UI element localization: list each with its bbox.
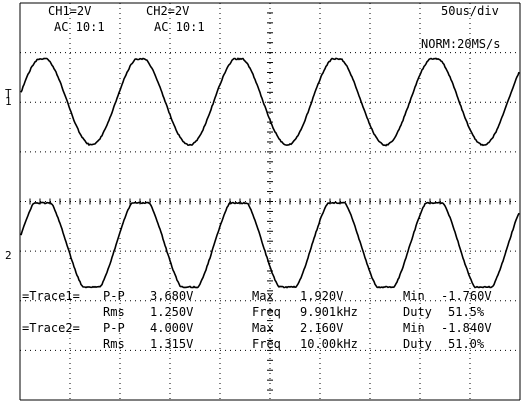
trace1-pp-value: 3.680V [150,289,193,303]
trace2-duty-label: Duty [403,337,432,351]
timebase-readout: 50us/div [441,4,499,18]
trace1-max-value: 1.920V [300,289,343,303]
trace1-min-label: Min [403,289,425,303]
trace1-freq-value: 9.901kHz [300,305,358,319]
trace2-label: =Trace2= [22,321,80,335]
trace2-freq-label: Freq [252,337,281,351]
trace2-max-label: Max [252,321,274,335]
trace2-max-value: 2.160V [300,321,343,335]
trace1-pp-label: P-P [103,289,125,303]
trigger-level-marker: T [5,88,12,99]
trace2-rms-value: 1.315V [150,337,193,351]
trace2-min-value: -1.840V [441,321,492,335]
trace2-pp-label: P-P [103,321,125,335]
ch1-coupling: AC 10:1 [54,20,105,34]
trace2-waveform [21,202,519,287]
trace1-duty-label: Duty [403,305,432,319]
ch2-scale: CH2=2V [146,4,189,18]
trace2-rms-label: Rms [103,337,125,351]
trace2-pp-value: 4.000V [150,321,193,335]
trace1-max-label: Max [252,289,274,303]
trace1-rms-value: 1.250V [150,305,193,319]
ch2-ground-marker: 2 [5,250,12,261]
trace1-rms-label: Rms [103,305,125,319]
ch2-coupling: AC 10:1 [154,20,205,34]
trace1-min-value: -1.760V [441,289,492,303]
ch1-scale: CH1=2V [48,4,91,18]
trigger-mode-readout: NORM:20MS/s [421,37,500,51]
trace2-freq-value: 10.00kHz [300,337,358,351]
trace2-duty-value: 51.0% [448,337,484,351]
trace2-min-label: Min [403,321,425,335]
trace1-freq-label: Freq [252,305,281,319]
trace1-label: =Trace1= [22,289,80,303]
trace1-duty-value: 51.5% [448,305,484,319]
